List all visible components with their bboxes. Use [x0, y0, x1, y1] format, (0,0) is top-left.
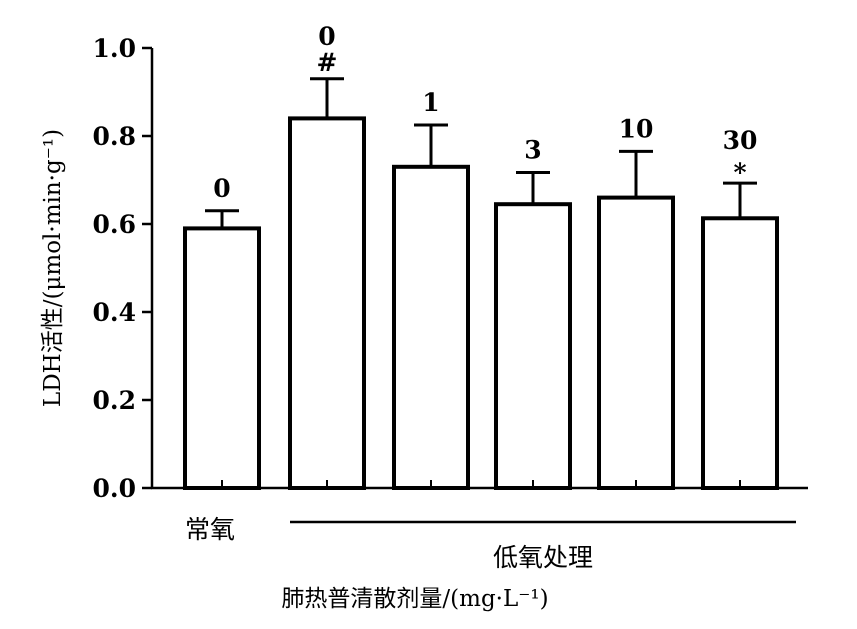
y-axis: 0.0 0.2 0.4 0.6 0.8 1.0 [93, 34, 154, 503]
bar [494, 202, 572, 490]
y-tick-label: 0.4 [93, 298, 137, 327]
x-axis-title: 肺热普清散剂量/(mg·L⁻¹) [281, 586, 548, 612]
bar-dose-label: 0 [213, 174, 230, 203]
bar-dose-label: 0 [318, 22, 335, 51]
bar-dose-label: 30 [723, 126, 758, 155]
x-axis [151, 480, 808, 490]
y-tick-label: 0.6 [93, 210, 137, 239]
group-label-normoxia: 常氧 [185, 515, 235, 544]
bar-dose-label: 1 [422, 88, 439, 117]
y-tick-label: 0.8 [93, 122, 137, 151]
bar-dose-label: 10 [619, 114, 654, 143]
y-axis-title: LDH活性/(μmol·min·g⁻¹) [40, 129, 66, 407]
bar [183, 226, 261, 490]
bar-dose-label: 3 [524, 136, 541, 165]
bar [392, 164, 470, 491]
bar [597, 195, 675, 490]
y-tick-label: 0.2 [93, 386, 137, 415]
significance-marker: * [733, 158, 746, 187]
bar [701, 216, 779, 490]
y-tick-label: 0.0 [93, 474, 137, 503]
y-tick-label: 1.0 [93, 34, 137, 63]
group-label-hypoxia: 低氧处理 [493, 543, 593, 572]
significance-marker: # [317, 48, 338, 77]
bar [288, 116, 366, 491]
